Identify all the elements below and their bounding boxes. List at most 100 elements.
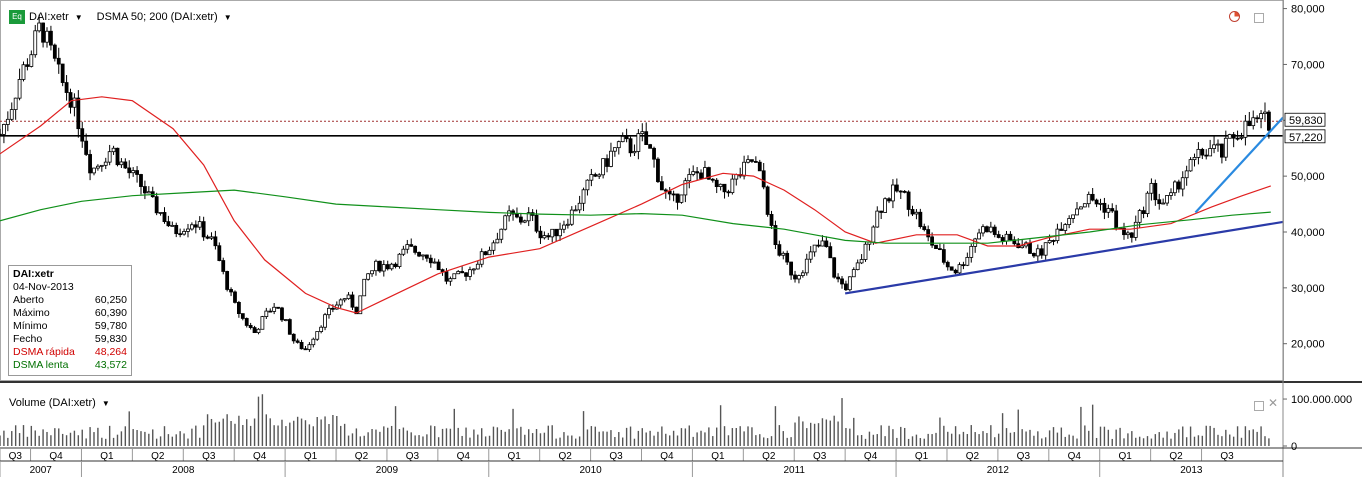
- level-price-label: 57,220: [1289, 132, 1323, 144]
- candle-up: [1067, 218, 1072, 225]
- candle-down: [785, 252, 790, 263]
- candle-down: [1204, 154, 1209, 157]
- volume-tick-label: 0: [1291, 441, 1297, 453]
- candle-down: [460, 271, 465, 274]
- candle-down: [377, 260, 382, 272]
- legend-row-slow-ma: DSMA lenta 43,572: [13, 359, 127, 371]
- candle-up: [581, 189, 586, 204]
- eq-badge[interactable]: Eq: [9, 10, 25, 24]
- quarter-label: Q2: [558, 451, 572, 462]
- candle-up: [323, 314, 327, 328]
- candle-up: [33, 30, 38, 56]
- horizontal-lines: [0, 120, 1283, 137]
- legend-row-close: Fecho 59,830: [13, 333, 127, 345]
- quarter-label: Q4: [253, 451, 267, 462]
- candle-up: [311, 338, 316, 346]
- candle-up: [381, 264, 386, 272]
- candle-down: [961, 264, 966, 267]
- candle-up: [812, 244, 817, 253]
- candle-up: [914, 211, 919, 215]
- candle-up: [965, 257, 970, 266]
- candle-down: [934, 244, 938, 250]
- candle-up: [107, 151, 112, 163]
- candle-up: [37, 22, 42, 32]
- dropdown-icon[interactable]: ▼: [101, 398, 110, 408]
- candle-up: [526, 212, 531, 222]
- candle-down: [757, 161, 762, 172]
- maximize-icon[interactable]: [1254, 13, 1264, 23]
- candle-up: [589, 174, 594, 181]
- candle-up: [1208, 148, 1213, 157]
- candle-up: [397, 253, 402, 267]
- candle-down: [1090, 193, 1095, 201]
- candle-down: [287, 319, 292, 335]
- candle-down: [628, 138, 633, 154]
- candle-down: [906, 191, 911, 210]
- candle-up: [452, 273, 457, 280]
- candle-up: [1165, 195, 1169, 204]
- candle-up: [851, 269, 856, 278]
- quarter-label: Q3: [202, 451, 216, 462]
- candle-down: [1231, 134, 1236, 139]
- candle-down: [1153, 182, 1158, 201]
- candle-up: [730, 178, 735, 194]
- legend-row-open: Aberto 60,250: [13, 294, 127, 306]
- candle-down: [1059, 228, 1064, 231]
- price-label-box: [1284, 112, 1326, 127]
- candle-up: [847, 276, 852, 291]
- candle-up: [315, 331, 320, 340]
- pie-icon[interactable]: [1229, 11, 1240, 22]
- candle-up: [969, 245, 974, 258]
- volume-pane: [0, 394, 1362, 449]
- candle-down: [769, 214, 774, 226]
- moving-averages: [0, 96, 1271, 314]
- candle-down: [922, 226, 927, 230]
- candle-down: [221, 260, 226, 272]
- candle-up: [1075, 208, 1079, 216]
- candle-up: [1106, 208, 1111, 213]
- candle-down: [887, 198, 891, 202]
- candle-down: [162, 212, 167, 223]
- year-label: 2013: [1180, 465, 1203, 476]
- quarter-label: Q1: [304, 451, 318, 462]
- candle-down: [464, 272, 468, 277]
- candle-up: [471, 268, 476, 271]
- candle-down: [985, 226, 989, 233]
- candle-up: [820, 240, 825, 247]
- close-icon[interactable]: ✕: [1268, 396, 1279, 410]
- candle-down: [949, 266, 954, 271]
- candle-up: [283, 319, 288, 321]
- maximize-icon[interactable]: [1254, 401, 1264, 411]
- candle-down: [671, 193, 676, 196]
- candle-down: [765, 186, 770, 215]
- candle-up: [358, 295, 363, 315]
- candle-up: [405, 244, 410, 250]
- price-tick-label: 80,000: [1291, 4, 1325, 16]
- candle-up: [131, 170, 136, 174]
- candle-down: [139, 174, 143, 187]
- candle-down: [918, 211, 923, 227]
- candle-down: [385, 264, 390, 270]
- candle-up: [683, 180, 688, 196]
- candle-up: [9, 109, 14, 120]
- quarter-label: Q2: [762, 451, 776, 462]
- candle-down: [1051, 240, 1056, 242]
- candle-up: [319, 326, 324, 332]
- indicator-label[interactable]: DSMA 50; 200 (DAI:xetr): [96, 11, 218, 23]
- candle-up: [1223, 137, 1228, 158]
- dropdown-icon[interactable]: ▼: [223, 12, 232, 22]
- volume-label[interactable]: Volume (DAI:xetr): [9, 397, 96, 409]
- candle-up: [99, 164, 104, 167]
- price-tick-label: 50,000: [1291, 171, 1325, 183]
- candle-up: [197, 221, 202, 228]
- candle-down: [1255, 117, 1260, 120]
- quarter-label: Q3: [406, 451, 420, 462]
- candle-up: [1020, 245, 1025, 249]
- candle-down: [773, 225, 778, 246]
- quarter-label: Q3: [813, 451, 827, 462]
- fast-ma-line: [0, 96, 1271, 314]
- symbol-label[interactable]: DAI:xetr: [29, 11, 69, 23]
- dropdown-icon[interactable]: ▼: [74, 12, 83, 22]
- candle-down: [840, 278, 844, 285]
